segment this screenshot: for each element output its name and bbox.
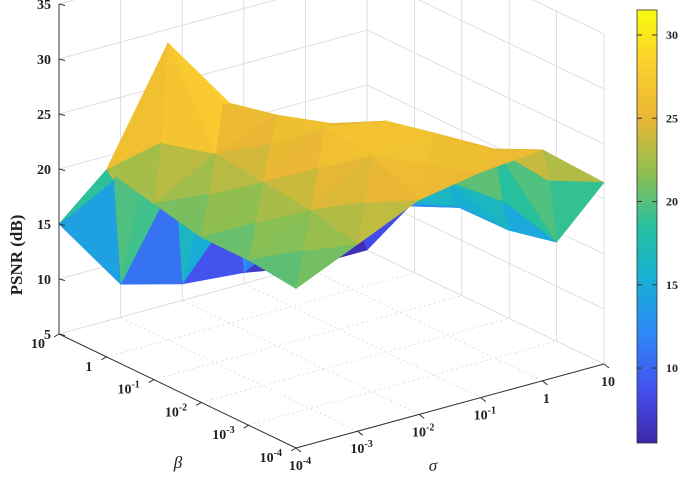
sigma-tick-mark [542,380,548,386]
grid-line [182,300,420,415]
beta-tick-label: 10-1 [117,380,139,398]
grid-line [243,283,481,398]
beta-tick-label: 10 [31,337,45,352]
surface-patch [295,243,358,290]
colorbar-tick-label: 30 [666,28,678,42]
surface-mesh [58,42,605,290]
z-tick-mark [58,333,66,336]
beta-tick-mark [148,379,155,384]
colorbar-tick-label: 20 [666,195,678,209]
beta-tick-mark [53,333,60,338]
beta-tick-label: 10-4 [260,448,282,466]
sigma-tick-label: 1 [543,392,550,407]
sigma-tick-label: 10-2 [412,422,434,440]
beta-tick-mark [243,424,249,429]
beta-tick-mark [290,447,297,452]
z-tick-label: 35 [37,0,51,13]
surface-patch [200,222,257,261]
z-tick-mark [58,3,66,6]
beta-tick-mark [101,356,107,361]
colorbar-tick-label: 10 [666,361,678,375]
sigma-tick-mark [295,447,302,453]
surface-patch [247,250,304,289]
z-tick-label: 30 [37,53,51,68]
grid-line [248,340,557,426]
surface-patch [105,142,162,205]
z-tick-label: 10 [37,273,51,288]
sigma-tick-label: 10-3 [350,439,372,457]
beta-tick-mark [195,401,202,406]
surface-patch [549,180,605,243]
grid-line [58,0,605,35]
axes: 510152025303510-410-310-210-111010-410-3… [31,0,615,474]
sigma-tick-label: 10-1 [474,406,496,424]
z-tick-label: 5 [44,328,51,343]
beta-axis-line [58,333,297,449]
colorbar-gradient [636,9,658,444]
z-tick-mark [58,168,66,171]
z-tick-mark [58,113,66,116]
sigma-tick-mark [480,397,487,402]
z-axis-label: PSNR (dB) [7,215,26,296]
beta-tick-label: 10-2 [165,402,187,420]
grid-line [153,295,462,380]
surface-patch [357,199,421,245]
surface-patch [58,169,114,225]
sigma-tick-mark [603,363,610,369]
grid-line [120,316,358,432]
z-tick-mark [58,58,66,61]
beta-axis-label: β [173,453,183,472]
surface-patch [541,149,605,183]
grid-line [106,272,415,358]
z-tick-label: 15 [37,218,51,233]
z-tick-label: 20 [37,163,51,178]
grid-line [58,0,605,90]
grid-line [305,266,543,382]
beta-tick-label: 10-3 [212,425,234,443]
z-tick-mark [58,278,66,281]
sigma-axis-label: σ [429,456,438,475]
colorbar-tick-label: 15 [666,278,678,292]
z-tick-mark [58,223,66,226]
grid-line [366,249,605,365]
beta-tick-label: 1 [85,360,92,375]
sigma-axis-line [295,363,605,449]
grid-line [201,318,510,403]
colorbar-tick-label: 25 [666,111,678,125]
sigma-tick-mark [357,430,363,436]
surface-patch [153,193,209,238]
colorbar: 10 15 20 25 30 [636,9,678,444]
z-tick-label: 25 [37,108,51,123]
sigma-tick-mark [418,414,425,419]
surface-patch [378,120,434,135]
sigma-tick-label: 10-4 [289,456,311,474]
sigma-tick-label: 10 [601,375,615,390]
